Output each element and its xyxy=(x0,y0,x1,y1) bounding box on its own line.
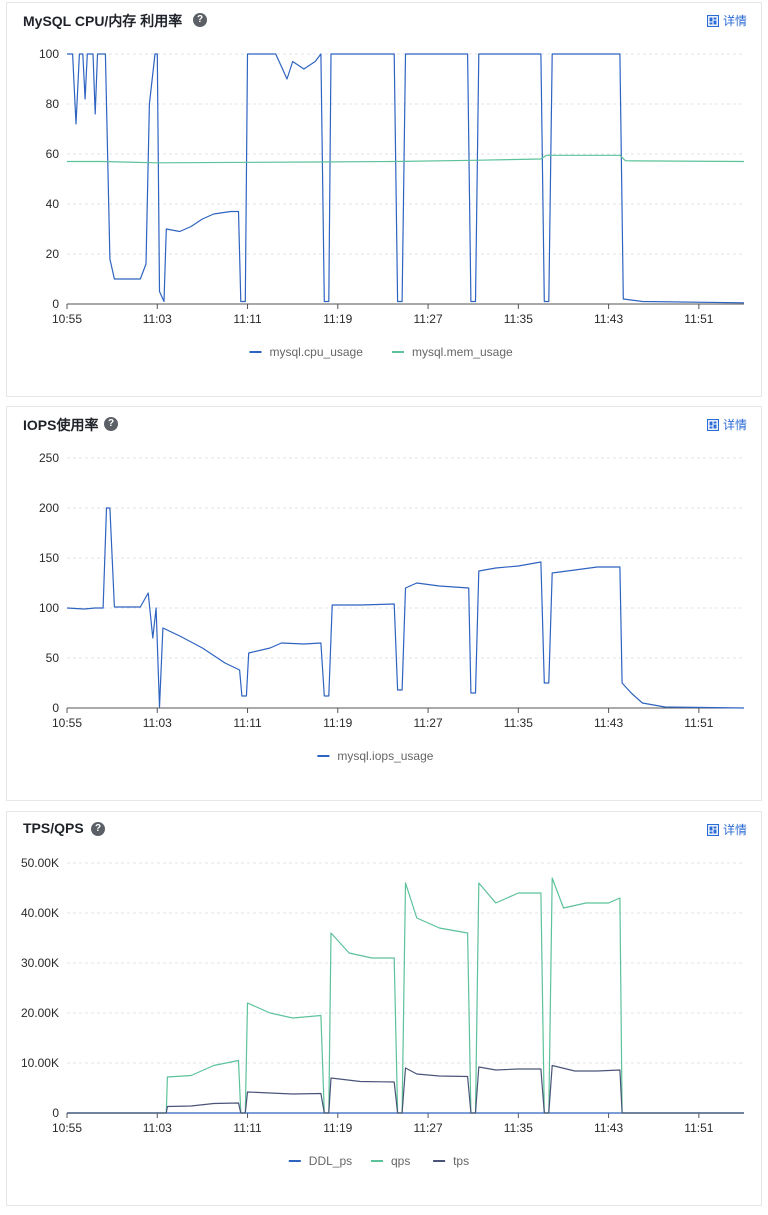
cpu-mem-panel: MySQL CPU/内存 利用率 ? 详情 0 20 40 60 80 100 10:55 1… xyxy=(6,2,762,397)
legend-label: mysql.cpu_usage xyxy=(270,345,364,359)
y-tick-label: 0 xyxy=(52,297,59,311)
x-tick-label: 11:11 xyxy=(233,1121,262,1135)
x-tick-label: 11:03 xyxy=(143,716,172,730)
y-tick-label: 40 xyxy=(46,197,60,211)
y-tick-label: 0 xyxy=(52,701,59,715)
legend-label: DDL_ps xyxy=(309,1154,352,1168)
question-circle-icon[interactable]: ? xyxy=(104,417,118,431)
y-tick-label: 60 xyxy=(46,147,60,161)
y-tick-label: 200 xyxy=(39,501,59,515)
question-circle-icon[interactable]: ? xyxy=(193,13,207,27)
x-tick-label: 11:51 xyxy=(684,716,713,730)
detail-label: 详情 xyxy=(722,418,747,432)
x-tick-label: 11:27 xyxy=(413,1121,442,1135)
y-tick-label: 20 xyxy=(46,247,60,261)
series-line-mysql-mem-usage xyxy=(67,154,745,164)
x-tick-label: 10:55 xyxy=(52,312,82,326)
legend-item[interactable]: qps xyxy=(371,1154,410,1168)
legend-label: mysql.mem_usage xyxy=(412,345,513,359)
y-tick-label: 40.00K xyxy=(21,906,59,920)
y-tick-label: 50 xyxy=(46,651,60,665)
panel-header: IOPS使用率 ? 详情 xyxy=(7,407,761,441)
cpu-mem-chart: 0 20 40 60 80 100 10:55 11:03 11:11 11:19 11:27 11:… xyxy=(39,47,745,359)
x-tick-label: 11:51 xyxy=(684,1121,713,1135)
question-circle-icon[interactable]: ? xyxy=(91,822,105,836)
detail-link[interactable]: 详情 xyxy=(706,12,747,29)
x-tick-label: 11:27 xyxy=(413,312,442,326)
x-tick-label: 10:55 xyxy=(52,716,82,730)
detail-link[interactable]: 详情 xyxy=(706,416,747,433)
y-tick-label: 30.00K xyxy=(21,956,59,970)
y-tick-label: 250 xyxy=(39,451,59,465)
panel-header: MySQL CPU/内存 利用率 ? 详情 xyxy=(7,3,761,37)
legend-label: tps xyxy=(453,1154,469,1168)
series-line-tps xyxy=(67,1064,744,1114)
x-tick-label: 11:35 xyxy=(504,312,533,326)
x-tick-label: 11:19 xyxy=(323,312,352,326)
tps-qps-panel: TPS/QPS ? 详情 0 10.00K 20.00K 30.00K 40.00K 50… xyxy=(6,811,762,1206)
detail-label: 详情 xyxy=(722,14,747,28)
panel-title: TPS/QPS xyxy=(23,820,84,836)
y-tick-label: 100 xyxy=(39,601,59,615)
detail-label: 详情 xyxy=(722,823,747,837)
series-line-mysql-cpu-usage xyxy=(67,53,745,304)
x-tick-label: 11:43 xyxy=(594,716,623,730)
x-tick-label: 11:11 xyxy=(233,312,262,326)
y-tick-label: 20.00K xyxy=(21,1006,59,1020)
y-tick-label: 150 xyxy=(39,551,59,565)
series-line-qps xyxy=(67,877,744,1114)
panel-title: MySQL CPU/内存 利用率 xyxy=(23,13,183,29)
x-tick-label: 11:03 xyxy=(143,1121,172,1135)
x-tick-label: 11:03 xyxy=(143,312,172,326)
detail-link[interactable]: 详情 xyxy=(706,821,747,838)
x-tick-label: 11:43 xyxy=(594,1121,623,1135)
series-line-mysql-iops-usage xyxy=(66,507,745,709)
dashboard-icon xyxy=(706,419,719,431)
legend-item[interactable]: mysql.cpu_usage xyxy=(249,345,364,359)
legend-label: mysql.iops_usage xyxy=(337,749,433,763)
y-tick-label: 10.00K xyxy=(21,1056,59,1070)
panel-title: IOPS使用率 xyxy=(23,417,99,433)
legend-item[interactable]: tps xyxy=(433,1154,469,1168)
x-tick-label: 10:55 xyxy=(52,1121,82,1135)
y-tick-label: 50.00K xyxy=(21,856,59,870)
legend-label: qps xyxy=(391,1154,410,1168)
legend-item[interactable]: mysql.iops_usage xyxy=(317,749,434,763)
x-tick-label: 11:11 xyxy=(233,716,262,730)
iops-panel: IOPS使用率 ? 详情 0 50 100 150 200 250 10:55 11:03 11… xyxy=(6,406,762,801)
panel-header: TPS/QPS ? 详情 xyxy=(7,812,761,846)
x-tick-label: 11:27 xyxy=(413,716,442,730)
y-tick-label: 0 xyxy=(52,1106,59,1120)
tps-qps-chart: 0 10.00K 20.00K 30.00K 40.00K 50.00K 10:55 11:0… xyxy=(21,856,744,1168)
x-tick-label: 11:35 xyxy=(504,716,533,730)
y-tick-label: 100 xyxy=(39,47,59,61)
dashboard-icon xyxy=(706,824,719,836)
x-tick-label: 11:43 xyxy=(594,312,623,326)
y-tick-label: 80 xyxy=(46,97,60,111)
legend-item[interactable]: DDL_ps xyxy=(288,1154,352,1168)
x-tick-label: 11:35 xyxy=(504,1121,533,1135)
x-tick-label: 11:19 xyxy=(323,716,352,730)
dashboard-icon xyxy=(706,15,719,27)
legend-item[interactable]: mysql.mem_usage xyxy=(392,345,513,359)
x-tick-label: 11:19 xyxy=(323,1121,352,1135)
iops-chart: 0 50 100 150 200 250 10:55 11:03 11:11 11:19 11:27… xyxy=(39,451,745,763)
x-tick-label: 11:51 xyxy=(684,312,713,326)
